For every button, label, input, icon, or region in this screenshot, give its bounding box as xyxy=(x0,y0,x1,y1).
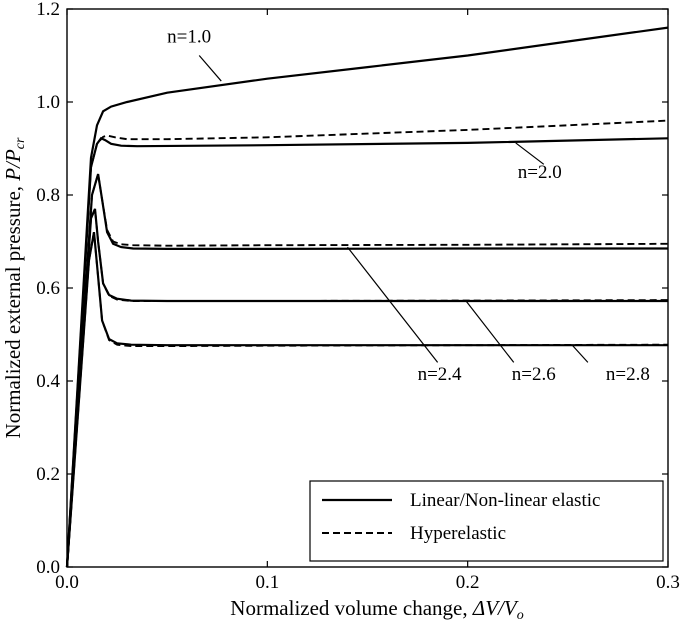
series-line-n-2-4-dashed xyxy=(66,173,669,568)
series-layer xyxy=(65,26,669,568)
x-axis-label: Normalized volume change, ΔV/Vo xyxy=(230,596,523,623)
legend: Linear/Non-linear elastic Hyperelastic xyxy=(309,480,664,562)
series-line-n-2-8-dashed xyxy=(66,232,669,568)
legend-box xyxy=(309,480,664,562)
y-tick-label: 0.4 xyxy=(36,371,60,392)
annotation-n-2-8: n=2.8 xyxy=(606,364,650,385)
ticks: 0.0 0.1 0.2 0.3 0.0 0.2 0.4 0.6 0.8 1.0 1.2 xyxy=(36,0,680,593)
annotation-layer: n=1.0 n=2.0 n=2.4 n=2.6 n=2.8 xyxy=(167,26,650,385)
leader-line-n-2-4 xyxy=(346,246,439,363)
x-tick-label: 0.3 xyxy=(656,572,680,593)
leader-line-n-2-0 xyxy=(515,142,545,165)
series-line-n-2-0-dashed xyxy=(66,119,669,568)
y-tick-label: 0.2 xyxy=(36,464,60,485)
x-tick-label: 0.1 xyxy=(255,572,279,593)
y-tick-label: 1.2 xyxy=(36,0,60,20)
series-line-n-2-6-dashed xyxy=(66,208,669,568)
leader-line-n-2-8 xyxy=(571,344,589,363)
x-tick-label: 0.2 xyxy=(456,572,480,593)
y-tick-label: 0.0 xyxy=(36,557,60,578)
y-tick-label: 0.8 xyxy=(36,185,60,206)
annotation-n-2-4: n=2.4 xyxy=(418,364,462,385)
leader-line-n-2-6 xyxy=(465,300,515,363)
annotation-n-2-6: n=2.6 xyxy=(512,364,556,385)
y-tick-label: 1.0 xyxy=(36,92,60,113)
series-line-n-2-0-solid xyxy=(65,136,669,568)
y-tick-label: 0.6 xyxy=(36,278,60,299)
annotation-n-2-0: n=2.0 xyxy=(518,162,562,183)
leader-line-n-1-0 xyxy=(198,55,222,82)
annotation-n-1-0: n=1.0 xyxy=(167,26,211,47)
series-line-n-1-0-solid xyxy=(65,26,669,568)
legend-solid-label: Linear/Non-linear elastic xyxy=(410,490,600,511)
x-tick-label: 0.0 xyxy=(55,572,79,593)
legend-dashed-label: Hyperelastic xyxy=(410,523,506,544)
y-axis-label: Normalized external pressure, P/Pcr xyxy=(1,137,28,438)
